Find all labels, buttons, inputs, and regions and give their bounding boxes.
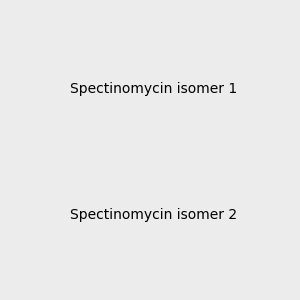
Text: Spectinomycin isomer 2: Spectinomycin isomer 2 [70,208,237,221]
Text: Spectinomycin isomer 1: Spectinomycin isomer 1 [70,82,237,95]
